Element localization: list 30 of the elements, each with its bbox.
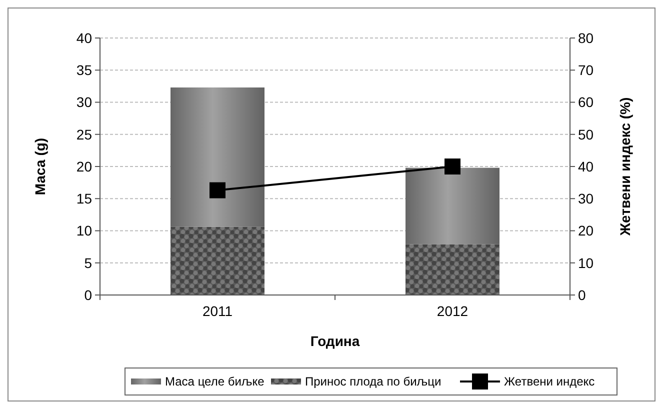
legend-label: Принос плода по биљци xyxy=(305,374,442,389)
bar xyxy=(406,244,500,295)
x-tick-label: 2012 xyxy=(436,303,468,319)
y-tick-label: 35 xyxy=(76,62,92,78)
y2-tick-label: 60 xyxy=(578,94,594,110)
y2-tick-label: 50 xyxy=(578,126,594,142)
x-tick-label: 2011 xyxy=(202,303,233,319)
bar xyxy=(170,87,264,227)
bar xyxy=(170,226,264,295)
y-tick-label: 25 xyxy=(76,126,92,142)
y-tick-label: 10 xyxy=(76,222,92,239)
y2-tick-label: 0 xyxy=(578,286,586,303)
bar xyxy=(406,168,500,244)
y-tick-label: 30 xyxy=(76,94,92,110)
y-tick-label: 5 xyxy=(84,254,92,271)
legend-label: Жетвени индекс xyxy=(504,374,595,389)
y2-tick-label: 10 xyxy=(578,254,594,271)
y-tick-label: 20 xyxy=(76,158,92,174)
y2-tick-label: 40 xyxy=(578,158,594,174)
x-axis-title: Година xyxy=(310,333,360,349)
y2-tick-label: 80 xyxy=(578,30,594,46)
legend-label: Маса целе биљке xyxy=(165,374,265,389)
y2-tick-label: 70 xyxy=(578,62,594,78)
y2-tick-label: 20 xyxy=(578,222,594,239)
y-tick-label: 40 xyxy=(76,30,92,46)
y2-axis-title: Жетвени индекс (%) xyxy=(617,97,633,237)
y-tick-label: 0 xyxy=(84,286,92,303)
y-axis-title: Маса (g) xyxy=(32,138,48,196)
y-tick-label: 15 xyxy=(76,190,92,207)
y2-tick-label: 30 xyxy=(578,190,594,207)
